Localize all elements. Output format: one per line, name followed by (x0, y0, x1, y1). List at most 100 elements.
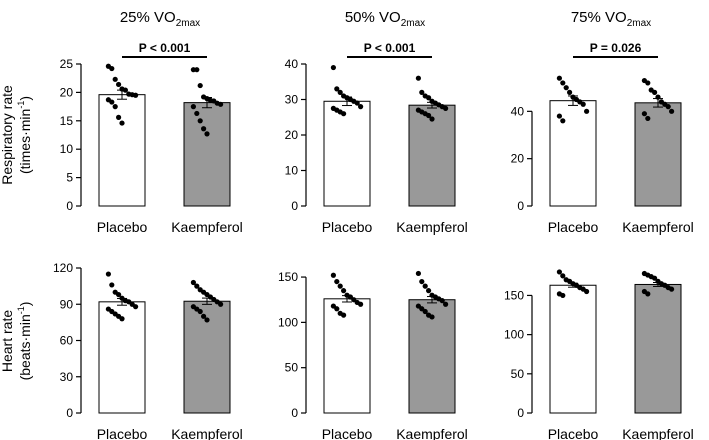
category-label: Kaempferol (622, 219, 694, 235)
y-tick-label: 20 (285, 128, 299, 142)
data-point (358, 301, 364, 307)
data-point (218, 301, 224, 307)
data-point (109, 282, 115, 288)
data-point (341, 288, 347, 294)
data-point (443, 105, 449, 111)
data-point (563, 85, 569, 91)
data-point (119, 120, 125, 126)
panel-2: 0 20 40 Placebo Kaempferol P = 0.026 (511, 41, 694, 235)
data-point (560, 273, 566, 279)
y-tick-label: 50 (285, 361, 299, 375)
bar-placebo (323, 100, 371, 207)
y-tick-label: 150 (278, 270, 298, 284)
data-point (354, 100, 360, 106)
data-point (652, 89, 658, 95)
data-point (669, 286, 675, 292)
y-tick-label: 0 (291, 199, 298, 213)
data-point (645, 80, 651, 86)
y-tick-label: 25 (60, 57, 74, 71)
data-point (426, 112, 432, 119)
bar-placebo (98, 94, 146, 207)
y-tick-label: 10 (285, 164, 299, 178)
data-point (652, 275, 658, 281)
data-point (584, 288, 590, 295)
data-point (197, 82, 203, 89)
category-label: Placebo (97, 426, 148, 440)
data-point (665, 104, 671, 110)
bar-kaempferol (183, 300, 231, 414)
bar-kaempferol (408, 104, 456, 207)
data-point (116, 81, 122, 88)
data-point (556, 269, 563, 275)
y-tick-label: 40 (285, 57, 299, 71)
y-tick-label: 120 (53, 261, 73, 275)
y-tick-label: 30 (285, 93, 299, 107)
data-point (112, 76, 118, 82)
data-point (190, 104, 196, 110)
column-title: 25% VO2max (120, 9, 200, 29)
data-point (201, 313, 207, 319)
category-label: Placebo (97, 219, 148, 235)
data-point (330, 64, 336, 71)
category-label: Placebo (548, 426, 599, 440)
y-tick-label: 20 (60, 85, 74, 99)
y-tick-label: 15 (60, 114, 74, 128)
data-point (580, 101, 586, 107)
data-point (426, 95, 432, 101)
data-point (422, 283, 428, 289)
data-point (560, 118, 566, 124)
y-tick-label: 5 (66, 171, 73, 185)
panel-3: 0 30 60 90 120 Placebo Kaempferol (53, 261, 243, 440)
data-point (218, 101, 224, 107)
panel-4: 0 50 100 150 Placebo Kaempferol (278, 270, 468, 440)
ylabel-line2: (beats·min-1) (16, 302, 33, 381)
y-tick-label: 0 (291, 406, 298, 420)
data-point (109, 65, 115, 72)
data-point (669, 108, 675, 114)
data-point (655, 94, 661, 100)
y-tick-label: 0 (66, 406, 73, 420)
data-point (330, 272, 336, 278)
data-point (201, 126, 207, 132)
data-point (337, 283, 343, 289)
data-point (429, 116, 435, 122)
data-point (133, 92, 139, 98)
data-point (334, 86, 340, 92)
category-label: Placebo (322, 219, 373, 235)
data-point (112, 104, 118, 110)
data-point (358, 104, 364, 110)
bar-kaempferol (634, 102, 682, 207)
p-value-label: P < 0.001 (364, 41, 416, 55)
y-tick-label: 100 (278, 315, 298, 329)
bar-kaempferol (634, 283, 682, 414)
bar-kaempferol (183, 102, 231, 207)
category-label: Placebo (548, 219, 599, 235)
data-point (109, 99, 115, 105)
data-point (119, 316, 125, 322)
column-title: 75% VO2max (571, 9, 651, 29)
data-point (443, 301, 449, 307)
data-point (567, 89, 573, 95)
data-point (334, 306, 340, 312)
y-tick-label: 20 (511, 152, 525, 166)
data-point (341, 312, 347, 318)
category-label: Kaempferol (171, 219, 243, 235)
panel-0: 0 5 10 15 20 25 Placebo Kaempferol P < 0.001 (60, 41, 243, 235)
data-point (645, 115, 651, 122)
category-label: Kaempferol (171, 426, 243, 440)
y-tick-label: 40 (511, 104, 525, 118)
data-point (584, 108, 590, 114)
y-tick-label: 90 (60, 297, 74, 311)
p-value-label: P < 0.001 (139, 41, 191, 55)
y-tick-label: 0 (517, 199, 524, 213)
data-point (194, 110, 200, 117)
data-point (337, 89, 343, 95)
ylabel-line2: (times·min-1) (16, 96, 33, 174)
data-point (560, 80, 566, 86)
data-point (194, 67, 200, 73)
data-point (415, 75, 421, 81)
data-point (645, 291, 651, 297)
data-point (641, 111, 648, 117)
y-tick-label: 30 (60, 370, 74, 384)
